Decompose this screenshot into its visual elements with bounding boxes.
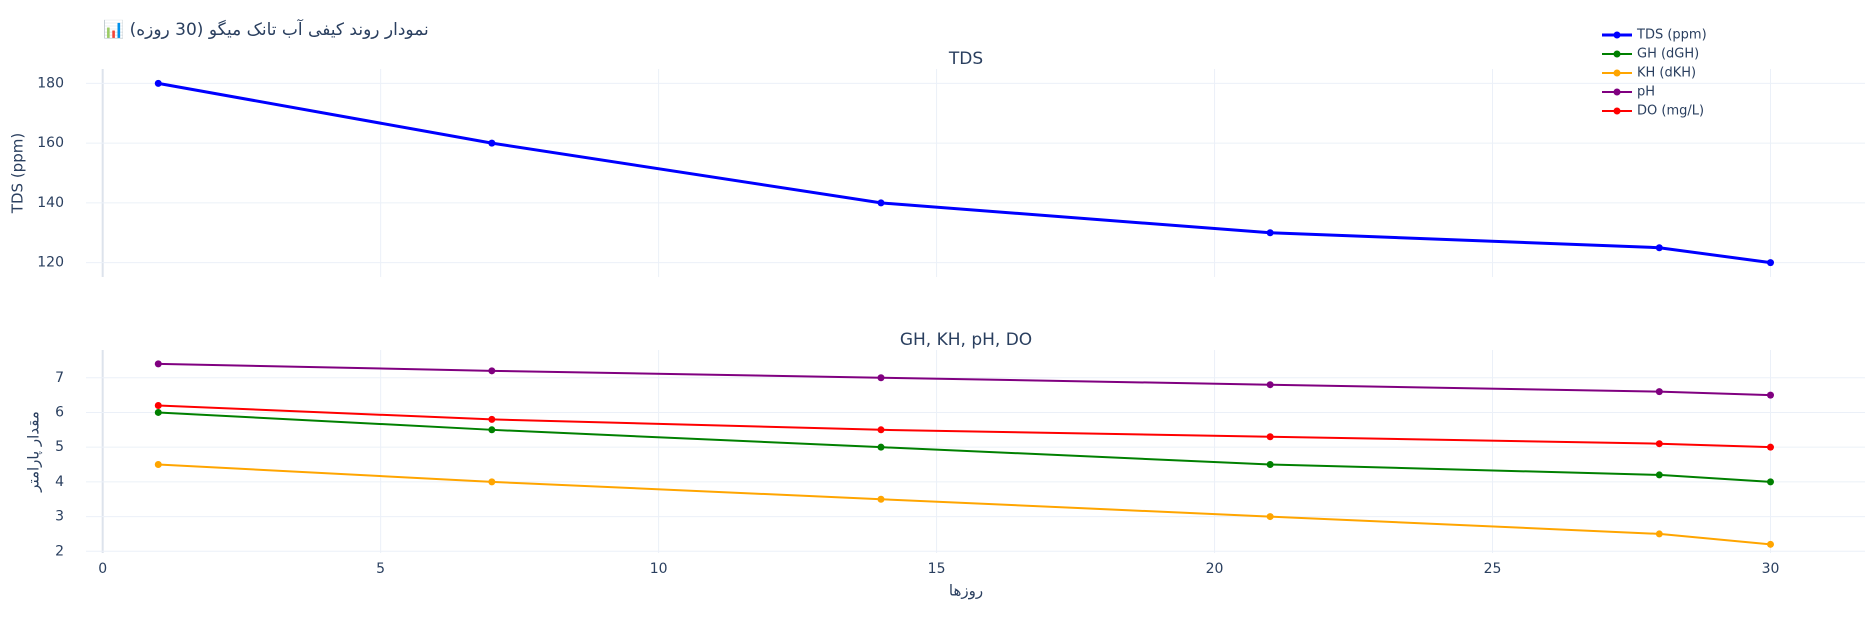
y-tick-label: 5 <box>55 439 64 455</box>
marker <box>1655 388 1663 396</box>
y-tick-label: 6 <box>55 404 64 420</box>
series-line <box>158 411 1771 483</box>
marker <box>1266 433 1274 441</box>
legend-label: KH (dKH) <box>1637 66 1696 81</box>
marker <box>1766 391 1774 399</box>
legend-marker <box>1613 50 1621 58</box>
marker <box>1266 461 1274 469</box>
marker <box>877 426 885 434</box>
legend-marker <box>1613 69 1621 77</box>
y-tick-label: 2 <box>55 543 64 559</box>
y-axis-title: مقدار پارامتر <box>25 411 44 493</box>
x-tick-label: 10 <box>650 561 668 577</box>
marker <box>1766 259 1774 267</box>
marker <box>877 199 885 207</box>
marker <box>154 408 162 416</box>
marker <box>1655 530 1663 538</box>
series-line <box>158 81 1771 265</box>
marker <box>877 374 885 382</box>
marker <box>154 402 162 410</box>
series-line <box>158 404 1771 449</box>
marker <box>877 443 885 451</box>
y-tick-label: 7 <box>55 370 64 386</box>
x-tick-label: 0 <box>98 561 107 577</box>
y-tick-label: 160 <box>37 135 64 151</box>
marker <box>1655 471 1663 479</box>
series-line <box>158 362 1771 397</box>
marker <box>1655 244 1663 252</box>
marker <box>488 478 496 486</box>
legend-label: pH <box>1637 85 1655 100</box>
x-tick-label: 20 <box>1206 561 1224 577</box>
marker <box>1266 513 1274 521</box>
legend-label: TDS (ppm) <box>1636 28 1707 43</box>
x-tick-label: 15 <box>928 561 946 577</box>
y-tick-label: 180 <box>37 75 64 91</box>
marker <box>1266 381 1274 389</box>
y-tick-label: 140 <box>37 195 64 211</box>
series-line <box>158 463 1771 546</box>
legend-marker <box>1613 88 1621 96</box>
subplot-title: GH, KH, pH, DO <box>900 330 1032 350</box>
x-tick-label: 30 <box>1762 561 1780 577</box>
marker <box>488 139 496 147</box>
legend-label: DO (mg/L) <box>1637 104 1704 119</box>
marker <box>154 360 162 368</box>
marker <box>488 367 496 375</box>
page-title: نمودار روند کیفی آب تانک میگو (30 روزه) … <box>103 20 429 40</box>
marker <box>877 495 885 503</box>
marker <box>1655 440 1663 448</box>
marker <box>154 461 162 469</box>
y-axis-title: TDS (ppm) <box>9 133 27 214</box>
marker <box>1766 443 1774 451</box>
legend-label: GH (dGH) <box>1637 47 1699 62</box>
x-tick-label: 25 <box>1484 561 1502 577</box>
marker <box>488 415 496 423</box>
y-tick-label: 3 <box>55 509 64 525</box>
legend-marker <box>1613 107 1621 115</box>
marker <box>488 426 496 434</box>
x-tick-label: 5 <box>376 561 385 577</box>
x-axis-title: روزها <box>949 582 983 600</box>
subplot-title: TDS <box>948 49 983 69</box>
marker <box>154 79 162 87</box>
marker <box>1766 478 1774 486</box>
marker <box>1766 540 1774 548</box>
marker <box>1266 229 1274 237</box>
y-tick-label: 4 <box>55 474 64 490</box>
y-tick-label: 120 <box>37 255 64 271</box>
legend-marker <box>1613 31 1621 39</box>
